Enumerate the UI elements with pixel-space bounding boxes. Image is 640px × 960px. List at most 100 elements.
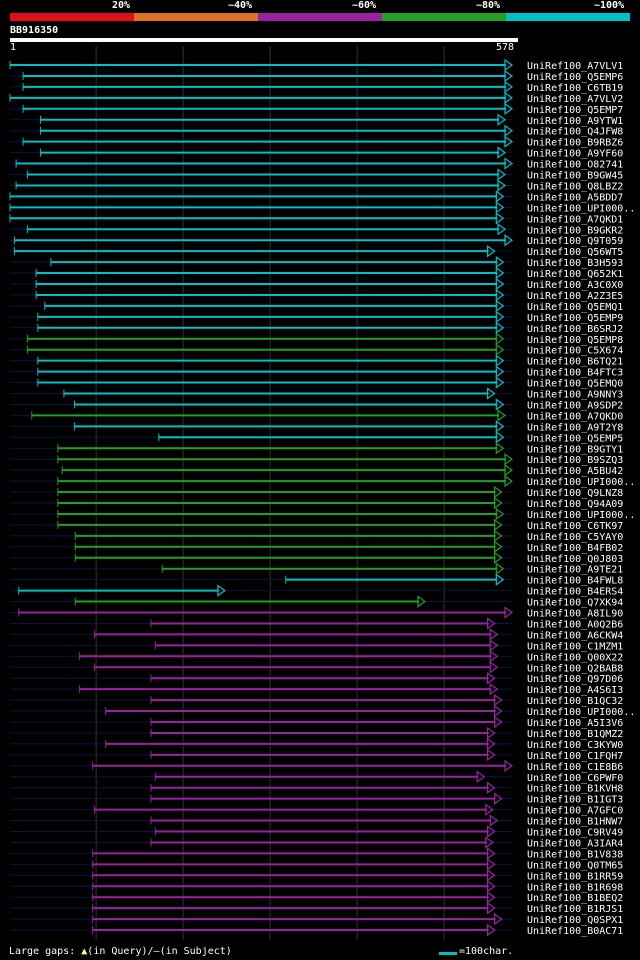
hit-row[interactable]: UniRef100_A7VLV1	[9, 58, 623, 72]
hit-label[interactable]: UniRef100_B9RBZ6	[527, 138, 623, 149]
hit-row[interactable]: UniRef100_A9YF60	[10, 146, 623, 160]
hit-row[interactable]: UniRef100_B6TQ21	[10, 354, 623, 368]
hit-row[interactable]: UniRef100_UPI000..	[10, 704, 635, 718]
hit-row[interactable]: UniRef100_B9GKR2	[10, 223, 623, 236]
hit-row[interactable]: UniRef100_Q652K1	[10, 266, 623, 280]
hit-label[interactable]: UniRef100_Q00X22	[527, 652, 623, 663]
hit-row[interactable]: UniRef100_Q5EMQ0	[10, 376, 623, 390]
hit-row[interactable]: UniRef100_Q8LBZ2	[10, 179, 623, 192]
hit-row[interactable]: UniRef100_UPI000..	[10, 507, 635, 521]
hit-row[interactable]: UniRef100_A2Z3E5	[10, 288, 623, 302]
hit-label[interactable]: UniRef100_O82741	[527, 160, 623, 171]
hit-label[interactable]: UniRef100_B1QC32	[527, 696, 623, 707]
hit-row[interactable]: UniRef100_A5I3V6	[10, 715, 623, 729]
hit-row[interactable]: UniRef100_A7VLV2	[9, 91, 623, 105]
hit-label[interactable]: UniRef100_Q9T059	[527, 236, 623, 247]
hit-row[interactable]: UniRef100_A3C0X0	[10, 277, 623, 291]
hit-label[interactable]: UniRef100_Q652K1	[527, 269, 623, 280]
hit-label[interactable]: UniRef100_A9YTW1	[527, 116, 623, 127]
hit-row[interactable]: UniRef100_B4ERS4	[10, 584, 623, 598]
hit-row[interactable]: UniRef100_A5BDD7	[9, 190, 623, 203]
hit-label[interactable]: UniRef100_C6TB19	[527, 83, 623, 94]
hit-row[interactable]: UniRef100_B1RJS1	[10, 901, 623, 915]
hit-label[interactable]: UniRef100_UPI000..	[527, 510, 635, 521]
hit-row[interactable]: UniRef100_B1HNW7	[10, 814, 623, 828]
hit-row[interactable]: UniRef100_Q0TM65	[10, 858, 623, 871]
hit-row[interactable]: UniRef100_C6TB19	[10, 80, 623, 94]
hit-label[interactable]: UniRef100_A6CKW4	[527, 630, 623, 641]
hit-label[interactable]: UniRef100_B4FWL8	[527, 576, 623, 587]
hit-label[interactable]: UniRef100_Q8LBZ2	[527, 181, 623, 192]
hit-label[interactable]: UniRef100_A0Q2B6	[527, 619, 623, 630]
hit-row[interactable]: UniRef100_B1BEQ2	[10, 891, 623, 904]
hit-row[interactable]: UniRef100_Q0J803	[10, 551, 623, 565]
hit-row[interactable]: UniRef100_O82741	[10, 157, 623, 171]
hit-row[interactable]: UniRef100_B3H593	[10, 255, 623, 269]
hit-row[interactable]: UniRef100_A9TE21	[10, 562, 623, 576]
hit-row[interactable]: UniRef100_B1RR59	[10, 869, 623, 882]
hit-label[interactable]: UniRef100_C5YAY0	[527, 532, 623, 543]
hit-label[interactable]: UniRef100_B1HNW7	[527, 817, 623, 828]
hit-label[interactable]: UniRef100_A8IL90	[527, 609, 623, 620]
hit-row[interactable]: UniRef100_B1IGT3	[10, 792, 623, 806]
hit-row[interactable]: UniRef100_Q7XK94	[10, 595, 623, 609]
hit-row[interactable]: UniRef100_B4FB02	[10, 540, 623, 554]
hit-row[interactable]: UniRef100_C1E8B6	[10, 759, 623, 773]
hit-row[interactable]: UniRef100_B9RBZ6	[10, 135, 623, 149]
hit-label[interactable]: UniRef100_B9GW45	[527, 171, 623, 182]
hit-row[interactable]: UniRef100_B1R698	[10, 880, 623, 893]
hit-label[interactable]: UniRef100_C1FQH7	[527, 751, 623, 762]
hit-row[interactable]: UniRef100_A9T2Y8	[10, 420, 623, 433]
hit-label[interactable]: UniRef100_Q5EMP5	[527, 433, 623, 444]
hit-label[interactable]: UniRef100_C6PWF0	[527, 773, 623, 784]
hit-label[interactable]: UniRef100_B9GKR2	[527, 225, 623, 236]
hit-label[interactable]: UniRef100_A7QKD1	[527, 214, 623, 225]
hit-label[interactable]: UniRef100_B4FTC3	[527, 368, 623, 379]
hit-label[interactable]: UniRef100_C9RV49	[527, 828, 623, 839]
hit-row[interactable]: UniRef100_C3KYW0	[10, 737, 623, 751]
hit-label[interactable]: UniRef100_B1QMZ2	[527, 729, 623, 740]
hit-row[interactable]: UniRef100_Q5EMQ1	[10, 299, 623, 313]
hit-row[interactable]: UniRef100_C5YAY0	[10, 529, 623, 543]
hit-label[interactable]: UniRef100_B1RJS1	[527, 904, 623, 915]
hit-row[interactable]: UniRef100_Q5EMP7	[10, 102, 623, 116]
hit-label[interactable]: UniRef100_A9YF60	[527, 149, 623, 160]
hit-label[interactable]: UniRef100_A7GFC0	[527, 806, 623, 817]
hit-row[interactable]: UniRef100_Q56WT5	[10, 244, 623, 258]
hit-label[interactable]: UniRef100_A7VLV1	[527, 61, 623, 72]
hit-row[interactable]: UniRef100_A4S6I3	[10, 682, 623, 696]
hit-row[interactable]: UniRef100_Q4JFW8	[10, 124, 623, 138]
hit-row[interactable]: UniRef100_C9RV49	[10, 825, 623, 839]
hit-label[interactable]: UniRef100_B4ERS4	[527, 587, 623, 598]
hit-row[interactable]: UniRef100_B4FWL8	[10, 573, 623, 587]
hit-row[interactable]: UniRef100_Q00X22	[10, 650, 623, 663]
hit-row[interactable]: UniRef100_C1FQH7	[10, 748, 623, 762]
hit-row[interactable]: UniRef100_B9GTY1	[10, 442, 623, 455]
hit-row[interactable]: UniRef100_Q5EMP8	[10, 332, 623, 346]
hit-row[interactable]: UniRef100_Q9T059	[10, 234, 623, 247]
hit-label[interactable]: UniRef100_UPI000..	[527, 477, 635, 488]
hit-label[interactable]: UniRef100_A9NNY3	[527, 390, 623, 401]
hit-row[interactable]: UniRef100_Q5EMP9	[10, 310, 623, 324]
hit-row[interactable]: UniRef100_Q94A09	[10, 496, 623, 510]
hit-row[interactable]: UniRef100_UPI000..	[10, 474, 635, 488]
hit-row[interactable]: UniRef100_Q5EMP6	[10, 69, 623, 83]
hit-row[interactable]: UniRef100_A0Q2B6	[10, 617, 623, 630]
hit-row[interactable]: UniRef100_Q2BAB8	[10, 661, 623, 674]
hit-row[interactable]: UniRef100_A7QKD0	[10, 409, 623, 422]
hit-row[interactable]: UniRef100_A3IAR4	[10, 836, 623, 849]
hit-label[interactable]: UniRef100_B1BEQ2	[527, 893, 623, 904]
hit-label[interactable]: UniRef100_B6TQ21	[527, 357, 623, 368]
hit-label[interactable]: UniRef100_Q0SPX1	[527, 915, 623, 926]
hit-label[interactable]: UniRef100_B3H593	[527, 258, 623, 269]
hit-label[interactable]: UniRef100_A3C0X0	[527, 280, 623, 291]
hit-label[interactable]: UniRef100_Q0J803	[527, 554, 623, 565]
hit-label[interactable]: UniRef100_Q9LNZ8	[527, 488, 623, 499]
hit-label[interactable]: UniRef100_B1RR59	[527, 871, 623, 882]
hit-row[interactable]: UniRef100_C1MZM1	[10, 639, 623, 652]
hit-label[interactable]: UniRef100_Q5EMP7	[527, 105, 623, 116]
hit-row[interactable]: UniRef100_A7GFC0	[10, 803, 623, 817]
hit-row[interactable]: UniRef100_B6SRJ2	[10, 321, 623, 335]
hit-label[interactable]: UniRef100_B4FB02	[527, 543, 623, 554]
hit-label[interactable]: UniRef100_A5BU42	[527, 466, 623, 477]
